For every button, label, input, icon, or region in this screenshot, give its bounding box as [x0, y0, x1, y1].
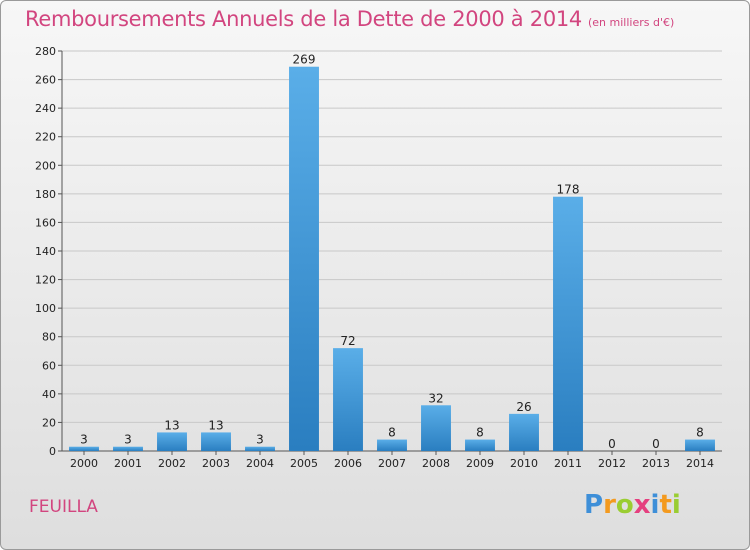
y-tick-label: 180 [35, 188, 56, 201]
x-tick-label: 2000 [70, 457, 98, 470]
bar-2010 [509, 413, 539, 451]
chart-title: Remboursements Annuels de la Dette de 20… [25, 7, 674, 31]
commune-name: FEUILLA [29, 497, 98, 517]
x-tick-label: 2012 [598, 457, 626, 470]
bar-2008 [421, 405, 451, 451]
x-tick-label: 2014 [686, 457, 714, 470]
value-label-2002: 13 [164, 418, 179, 432]
chart-unit: (en milliers d'€) [588, 16, 675, 29]
bar-2003 [201, 432, 231, 451]
y-tick-label: 280 [35, 45, 56, 58]
bar-2002 [157, 432, 187, 451]
y-tick-label: 220 [35, 131, 56, 144]
x-tick-label: 2008 [422, 457, 450, 470]
y-tick-label: 160 [35, 216, 56, 229]
x-tick-label: 2001 [114, 457, 142, 470]
x-tick-label: 2007 [378, 457, 406, 470]
x-tick-label: 2013 [642, 457, 670, 470]
value-label-2011: 178 [557, 183, 580, 197]
value-label-2001: 3 [124, 433, 132, 447]
labels: 2000 3 2001 3 2002 13 2003 13 2004 3 2005 269 2006 72… [70, 53, 714, 470]
x-tick-label: 2010 [510, 457, 538, 470]
value-label-2012: 0 [608, 437, 616, 451]
bar-2000 [69, 446, 99, 451]
y-tick-label: 120 [35, 274, 56, 287]
bar-2006 [333, 348, 363, 451]
x-tick-label: 2009 [466, 457, 494, 470]
y-tick-label: 20 [42, 416, 56, 429]
value-label-2005: 269 [293, 53, 316, 67]
bar-2005 [289, 66, 319, 451]
x-tick-label: 2011 [554, 457, 582, 470]
bar-2009 [465, 439, 495, 451]
grid-lines [62, 50, 722, 452]
proxiti-logo: Proxiti [584, 490, 681, 520]
x-tick-label: 2002 [158, 457, 186, 470]
bars [69, 66, 715, 451]
y-tick-label: 80 [42, 331, 56, 344]
value-label-2003: 13 [208, 418, 223, 432]
x-tick-label: 2004 [246, 457, 274, 470]
value-label-2009: 8 [476, 426, 484, 440]
value-label-2007: 8 [388, 426, 396, 440]
value-label-2000: 3 [80, 433, 88, 447]
y-tick-label: 40 [42, 388, 56, 401]
value-label-2008: 32 [428, 391, 443, 405]
y-tick-label: 260 [35, 74, 56, 87]
value-label-2006: 72 [340, 334, 355, 348]
bar-2007 [377, 439, 407, 451]
x-tick-label: 2005 [290, 457, 318, 470]
y-tick-label: 200 [35, 159, 56, 172]
x-tick-label: 2003 [202, 457, 230, 470]
chart-title-text: Remboursements Annuels de la Dette de 20… [25, 7, 582, 31]
bar-2014 [685, 439, 715, 451]
y-tick-label: 100 [35, 302, 56, 315]
bar-2001 [113, 446, 143, 451]
y-tick-label: 60 [42, 359, 56, 372]
value-label-2010: 26 [516, 400, 531, 414]
bar-2011 [553, 196, 583, 451]
x-tick-label: 2006 [334, 457, 362, 470]
value-label-2014: 8 [696, 426, 704, 440]
value-label-2013: 0 [652, 437, 660, 451]
y-tick-label: 240 [35, 102, 56, 115]
bar-2004 [245, 446, 275, 451]
y-tick-label: 0 [49, 445, 56, 458]
value-label-2004: 3 [256, 433, 264, 447]
y-tick-label: 140 [35, 245, 56, 258]
